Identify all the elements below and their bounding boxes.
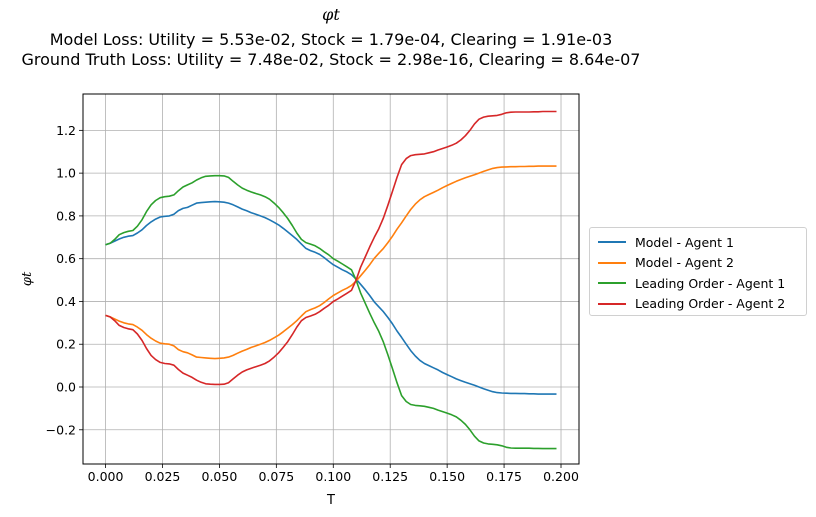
- grid: [83, 94, 579, 464]
- legend-item: Leading Order - Agent 1: [598, 273, 798, 294]
- legend: Model - Agent 1 Model - Agent 2 Leading Or…: [589, 227, 807, 316]
- y-tick-label: 0.4: [56, 294, 76, 309]
- ticks: 0.000 0.025 0.050 0.075 0.100 0.125 0.150 0.175…: [46, 123, 579, 484]
- legend-item: Leading Order - Agent 2: [598, 294, 798, 315]
- legend-label: Leading Order - Agent 1: [635, 275, 786, 291]
- series-line-4: [105, 110, 557, 386]
- chart-title-ground-truth-loss: Ground Truth Loss: Utility = 7.48e-02, S…: [21, 50, 641, 69]
- legend-label: Model - Agent 2: [635, 255, 734, 271]
- axes: [82, 93, 580, 465]
- x-tick-label: 0.025: [145, 469, 181, 484]
- legend-item: Model - Agent 1: [598, 232, 798, 253]
- legend-label: Model - Agent 1: [635, 234, 734, 250]
- y-tick-label: 0.0: [56, 380, 76, 395]
- legend-swatch: [598, 241, 626, 244]
- legend-swatch: [598, 261, 626, 264]
- plot-area-frame: [82, 93, 580, 465]
- x-tick-label: 0.175: [486, 469, 522, 484]
- legend-item: Model - Agent 2: [598, 253, 798, 274]
- series-line-2: [105, 165, 557, 360]
- x-axis-label: T: [326, 493, 335, 508]
- x-tick-label: 0.075: [258, 469, 294, 484]
- series-line-1: [105, 200, 557, 395]
- y-tick-label: 1.0: [56, 166, 76, 181]
- chart-title-main: φt: [322, 5, 340, 24]
- legend-label: Leading Order - Agent 2: [635, 296, 786, 312]
- x-tick-label: 0.000: [88, 469, 124, 484]
- legend-swatch: [598, 282, 626, 285]
- x-tick-label: 0.125: [372, 469, 408, 484]
- y-tick-label: 0.8: [56, 208, 76, 223]
- x-tick-label: 0.050: [202, 469, 238, 484]
- y-tick-label: 0.2: [56, 337, 76, 352]
- x-tick-label: 0.200: [543, 469, 579, 484]
- series-lines: [105, 110, 557, 450]
- y-axis-label: φt: [20, 271, 35, 286]
- legend-swatch: [598, 302, 626, 305]
- chart-title-model-loss: Model Loss: Utility = 5.53e-02, Stock = …: [49, 30, 613, 49]
- y-tick-label: 1.2: [56, 123, 76, 138]
- y-tick-label: −0.2: [46, 422, 76, 437]
- x-tick-label: 0.150: [429, 469, 465, 484]
- x-tick-label: 0.100: [315, 469, 351, 484]
- y-tick-label: 0.6: [56, 251, 76, 266]
- series-line-3: [105, 174, 557, 450]
